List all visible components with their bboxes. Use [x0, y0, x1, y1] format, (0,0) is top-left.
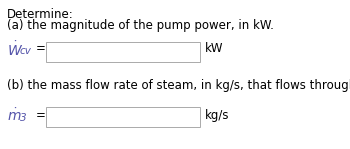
Text: Determine:: Determine: — [7, 8, 74, 21]
Text: kg/s: kg/s — [205, 109, 230, 122]
Text: $\dot{m}$: $\dot{m}$ — [7, 107, 22, 124]
Text: (a) the magnitude of the pump power, in kW.: (a) the magnitude of the pump power, in … — [7, 19, 274, 32]
Text: cv: cv — [20, 46, 32, 56]
Text: 3: 3 — [20, 113, 27, 123]
Text: kW: kW — [205, 42, 224, 55]
FancyBboxPatch shape — [46, 42, 200, 62]
Text: =: = — [36, 42, 46, 55]
FancyBboxPatch shape — [46, 107, 200, 127]
Text: (b) the mass flow rate of steam, in kg/s, that flows through the turbine.: (b) the mass flow rate of steam, in kg/s… — [7, 79, 350, 92]
Text: $\dot{W}$: $\dot{W}$ — [7, 40, 23, 59]
Text: =: = — [36, 109, 46, 122]
